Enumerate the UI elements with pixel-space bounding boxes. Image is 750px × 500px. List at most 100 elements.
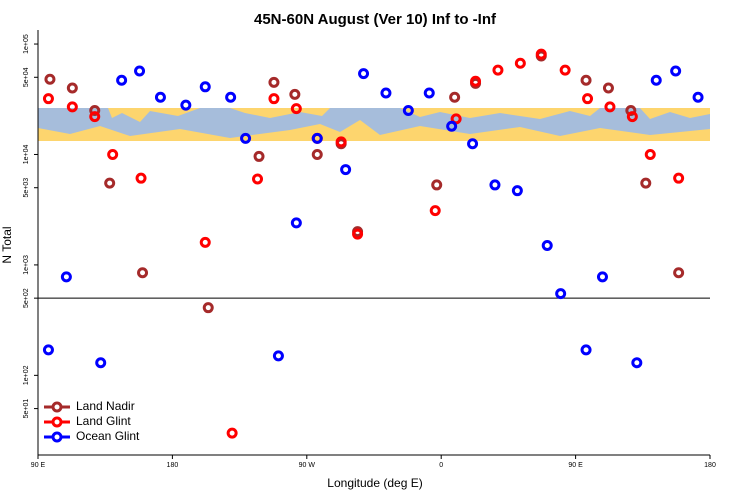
data-point xyxy=(446,120,458,132)
data-point xyxy=(107,148,119,160)
data-point xyxy=(268,76,280,88)
data-point xyxy=(559,64,571,76)
data-point xyxy=(42,344,54,356)
data-point xyxy=(582,93,594,105)
y-tick-label: 1e+04 xyxy=(23,145,30,165)
data-point xyxy=(311,148,323,160)
data-point xyxy=(429,205,441,217)
map-land xyxy=(400,108,600,119)
data-point xyxy=(104,177,116,189)
y-tick-label: 5e+01 xyxy=(23,399,30,419)
data-point xyxy=(311,132,323,144)
x-tick-label: 90 W xyxy=(299,462,316,469)
data-point xyxy=(625,105,637,117)
data-point xyxy=(602,82,614,94)
data-point xyxy=(42,93,54,105)
data-point xyxy=(290,103,302,115)
data-point xyxy=(673,267,685,279)
data-point xyxy=(340,164,352,176)
map-land xyxy=(38,108,200,122)
legend-marker xyxy=(51,431,63,443)
data-point xyxy=(240,132,252,144)
data-point xyxy=(692,91,704,103)
data-point xyxy=(514,57,526,69)
y-tick-label: 1e+03 xyxy=(23,255,30,275)
data-point xyxy=(66,82,78,94)
data-point xyxy=(423,87,435,99)
data-point xyxy=(631,357,643,369)
legend-label: Ocean Glint xyxy=(76,429,140,443)
data-point xyxy=(89,111,101,123)
data-point xyxy=(380,87,392,99)
data-point xyxy=(449,91,461,103)
map-land xyxy=(230,108,330,118)
y-axis-label: N Total xyxy=(0,226,14,263)
data-point xyxy=(289,88,301,100)
y-tick-label: 5e+04 xyxy=(23,67,30,87)
data-point xyxy=(431,179,443,191)
y-tick-label: 5e+03 xyxy=(23,178,30,198)
data-point xyxy=(116,74,128,86)
data-point xyxy=(626,111,638,123)
data-point xyxy=(580,344,592,356)
data-point xyxy=(202,302,214,314)
data-point xyxy=(670,65,682,77)
data-point xyxy=(225,91,237,103)
x-tick-label: 90 E xyxy=(31,462,46,469)
legend-marker xyxy=(51,416,63,428)
data-point xyxy=(673,172,685,184)
data-point xyxy=(358,68,370,80)
data-point xyxy=(352,228,364,240)
data-point xyxy=(268,93,280,105)
data-point xyxy=(199,236,211,248)
data-point xyxy=(489,179,501,191)
data-point xyxy=(335,136,347,148)
data-point xyxy=(650,74,662,86)
data-point xyxy=(44,73,56,85)
legend-marker xyxy=(51,401,63,413)
data-point xyxy=(89,105,101,117)
data-point xyxy=(226,427,238,439)
data-point xyxy=(290,217,302,229)
y-tick-label: 1e+05 xyxy=(23,34,30,54)
data-point xyxy=(66,101,78,113)
data-point xyxy=(644,148,656,160)
x-tick-label: 90 E xyxy=(568,462,583,469)
map-land xyxy=(38,120,710,141)
x-axis-label: Longitude (deg E) xyxy=(327,476,422,490)
data-point xyxy=(467,138,479,150)
data-point xyxy=(180,99,192,111)
map-land xyxy=(640,108,710,119)
legend-label: Land Nadir xyxy=(76,399,135,413)
data-point xyxy=(596,271,608,283)
data-point xyxy=(253,150,265,162)
data-point xyxy=(604,101,616,113)
data-point xyxy=(470,75,482,87)
data-point xyxy=(137,267,149,279)
data-point xyxy=(60,271,72,283)
data-point xyxy=(272,350,284,362)
y-tick-label: 1e+02 xyxy=(23,365,30,385)
data-point xyxy=(154,91,166,103)
y-tick-label: 5e+02 xyxy=(23,288,30,308)
data-point xyxy=(492,64,504,76)
data-point xyxy=(511,185,523,197)
data-point xyxy=(252,173,264,185)
data-point xyxy=(450,113,462,125)
data-point xyxy=(134,65,146,77)
x-tick-label: 0 xyxy=(439,462,443,469)
data-point xyxy=(402,105,414,117)
legend-label: Land Glint xyxy=(76,414,131,428)
data-point xyxy=(580,74,592,86)
data-point xyxy=(135,172,147,184)
data-point xyxy=(640,177,652,189)
data-point xyxy=(199,81,211,93)
data-point xyxy=(95,357,107,369)
data-point xyxy=(541,239,553,251)
map-band xyxy=(38,108,710,141)
data-point xyxy=(555,288,567,300)
chart-title: 45N-60N August (Ver 10) Inf to -Inf xyxy=(254,11,497,28)
x-tick-label: 180 xyxy=(704,462,716,469)
x-tick-label: 180 xyxy=(167,462,179,469)
